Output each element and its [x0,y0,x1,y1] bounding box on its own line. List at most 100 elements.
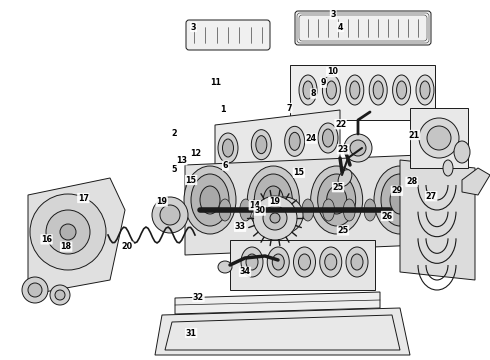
Ellipse shape [355,155,365,169]
Ellipse shape [390,186,410,214]
Text: 28: 28 [406,177,417,186]
Ellipse shape [263,186,283,214]
Ellipse shape [298,254,311,270]
Text: 33: 33 [235,222,245,231]
FancyBboxPatch shape [295,11,431,45]
Ellipse shape [311,166,363,234]
Polygon shape [185,155,420,255]
Circle shape [160,205,180,225]
Ellipse shape [325,254,337,270]
Text: 22: 22 [335,120,346,129]
Ellipse shape [420,81,430,99]
Text: 19: 19 [156,197,167,206]
Circle shape [22,277,48,303]
Ellipse shape [373,81,383,99]
Polygon shape [28,178,125,295]
Ellipse shape [184,166,236,234]
Ellipse shape [303,81,313,99]
Text: 16: 16 [41,235,52,244]
Text: 25: 25 [338,226,348,235]
Text: 3: 3 [191,23,196,32]
Circle shape [60,224,76,240]
Text: 25: 25 [333,183,343,192]
Text: 15: 15 [186,176,196,185]
Text: 29: 29 [392,186,402,195]
Ellipse shape [374,166,426,234]
Text: 20: 20 [122,242,133,251]
Text: 7: 7 [286,104,292,113]
Ellipse shape [322,75,341,105]
Text: 23: 23 [338,145,348,154]
Text: 18: 18 [61,242,72,251]
Ellipse shape [338,170,352,186]
Ellipse shape [336,165,341,171]
Text: 9: 9 [320,78,326,87]
Ellipse shape [251,130,271,160]
Circle shape [55,290,65,300]
Polygon shape [175,292,380,314]
Ellipse shape [260,199,272,221]
Ellipse shape [364,199,376,221]
Ellipse shape [285,126,305,156]
Circle shape [267,197,303,233]
Ellipse shape [346,247,368,277]
Polygon shape [215,110,340,190]
Ellipse shape [327,186,346,214]
Ellipse shape [240,199,252,221]
Ellipse shape [281,199,293,221]
Polygon shape [155,308,410,355]
Circle shape [270,213,280,223]
Ellipse shape [222,139,234,157]
Ellipse shape [246,254,258,270]
Ellipse shape [326,81,337,99]
FancyBboxPatch shape [186,20,270,50]
Ellipse shape [219,199,231,221]
Circle shape [30,194,106,270]
Circle shape [152,197,188,233]
Text: 1: 1 [220,105,226,114]
Ellipse shape [294,247,316,277]
Text: 6: 6 [222,161,228,170]
Ellipse shape [369,75,387,105]
Ellipse shape [333,161,343,175]
Text: 3: 3 [330,10,336,19]
Polygon shape [462,168,490,195]
Ellipse shape [322,129,334,147]
Text: 17: 17 [78,194,89,203]
Ellipse shape [346,75,364,105]
Ellipse shape [381,174,419,226]
Text: 30: 30 [254,206,265,215]
Text: 4: 4 [338,23,343,32]
Ellipse shape [302,199,314,221]
Ellipse shape [218,261,232,273]
Ellipse shape [267,247,289,277]
Ellipse shape [200,186,220,214]
Ellipse shape [350,140,366,156]
Ellipse shape [427,126,451,150]
Ellipse shape [443,160,453,176]
Text: 26: 26 [382,212,392,220]
Polygon shape [290,65,435,120]
Ellipse shape [350,81,360,99]
Text: 19: 19 [269,197,280,206]
Ellipse shape [256,136,267,154]
Text: 21: 21 [409,131,419,140]
Text: 31: 31 [186,328,196,338]
Ellipse shape [416,75,434,105]
Ellipse shape [289,132,300,150]
Text: 27: 27 [426,192,437,201]
Polygon shape [230,240,375,290]
Ellipse shape [351,254,363,270]
Text: 2: 2 [171,129,177,138]
Ellipse shape [272,254,284,270]
Circle shape [263,206,287,230]
Text: 10: 10 [327,68,338,77]
Ellipse shape [191,174,229,226]
FancyBboxPatch shape [410,108,468,168]
Circle shape [253,196,297,240]
Circle shape [50,285,70,305]
Text: 32: 32 [193,292,204,302]
Ellipse shape [392,75,411,105]
Ellipse shape [247,166,299,234]
Ellipse shape [396,81,407,99]
